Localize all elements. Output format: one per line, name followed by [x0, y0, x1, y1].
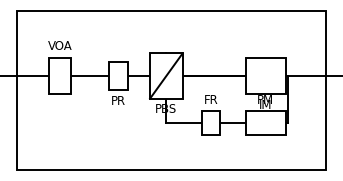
- Bar: [109, 62, 128, 90]
- Bar: [17, 11, 326, 170]
- Text: PBS: PBS: [155, 103, 177, 116]
- Text: IM: IM: [259, 99, 273, 112]
- Bar: [150, 53, 182, 99]
- Text: VOA: VOA: [48, 40, 72, 53]
- Text: FR: FR: [203, 94, 218, 107]
- Bar: [49, 58, 71, 94]
- Bar: [246, 58, 285, 94]
- Text: PR: PR: [111, 95, 126, 108]
- Bar: [246, 111, 285, 135]
- Text: PM: PM: [257, 94, 274, 107]
- Bar: [202, 111, 221, 135]
